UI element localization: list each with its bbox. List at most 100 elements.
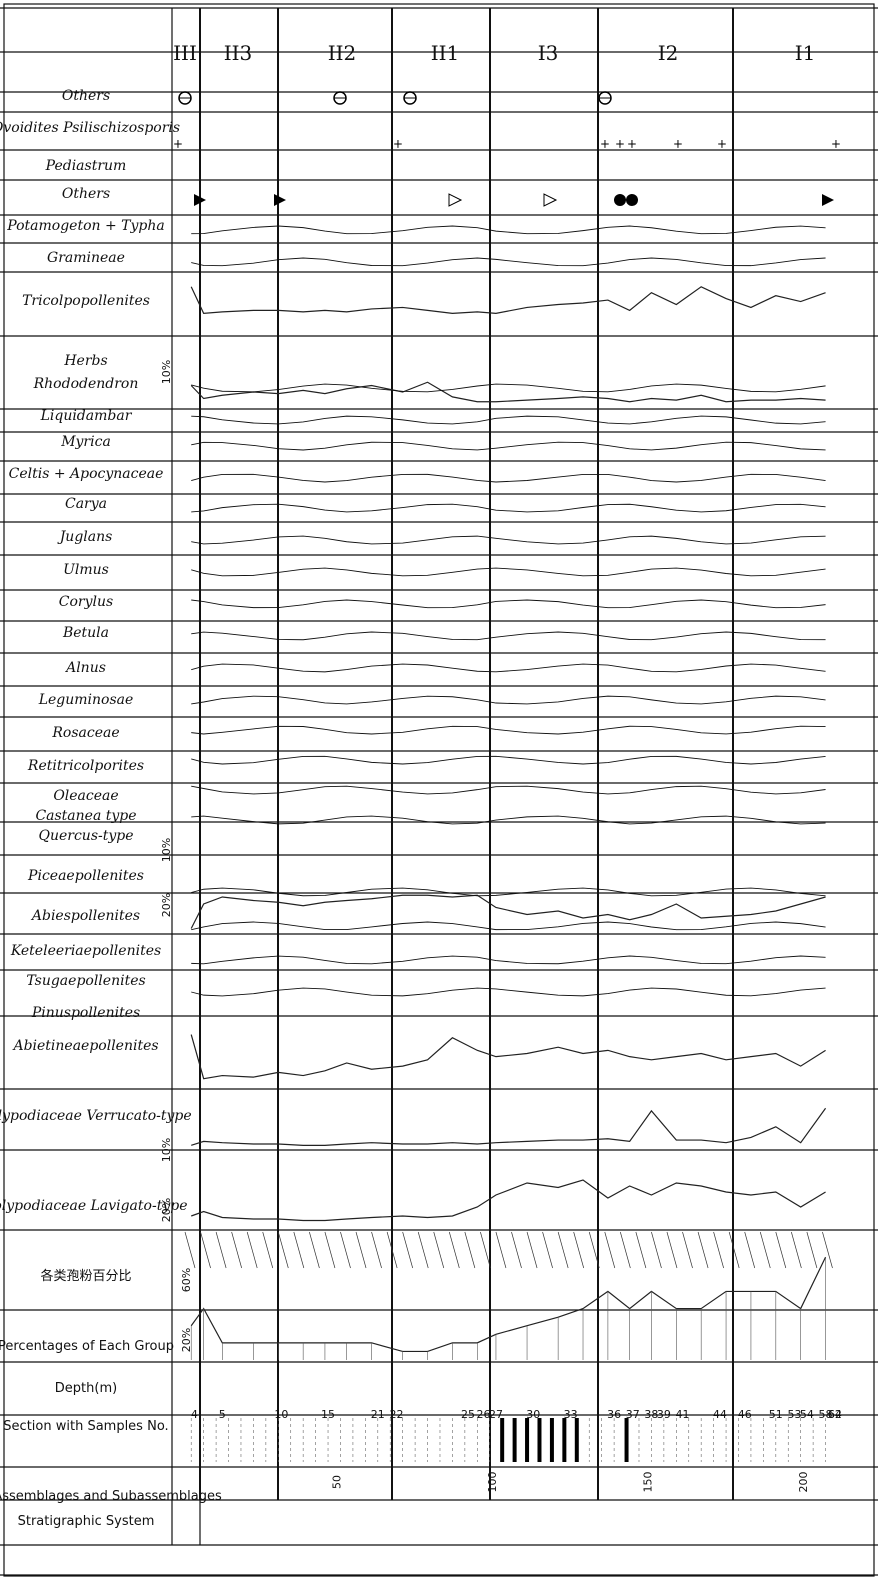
open-triangle-marker: [543, 193, 558, 207]
minor-curve: [191, 695, 826, 705]
depth-tick: 200: [797, 1472, 810, 1493]
symbol-marks: + + + + + + + +: [173, 91, 841, 207]
header-label: 各类孢粉百分比: [40, 1268, 131, 1284]
minor-curve: [191, 225, 826, 235]
hatch-line: [293, 1231, 305, 1269]
labels: III II3 II2 II1 I3 I2 I1 Polypodiaceae Lavigato…: [0, 41, 842, 1529]
zone-label: I2: [658, 41, 679, 65]
sample-number: 22: [389, 1408, 403, 1421]
taxon-label: Oleaceae: [53, 788, 118, 804]
depth-tick: 100: [486, 1472, 499, 1493]
sample-number: 25: [461, 1408, 475, 1421]
taxon-label: Others: [62, 88, 110, 104]
plus-marker: +: [831, 137, 841, 151]
taxon-label: Quercus-type: [38, 828, 133, 844]
hatch-line: [200, 1231, 211, 1269]
header-label: Depth(m): [55, 1381, 117, 1396]
sample-number: 41: [676, 1408, 690, 1421]
sample-number: 27: [489, 1408, 503, 1421]
hatch-line: [355, 1231, 367, 1269]
depth-tick: 150: [641, 1472, 654, 1493]
hatch-line: [324, 1231, 336, 1269]
minor-curve: [191, 887, 826, 897]
hatch-line: [775, 1231, 787, 1269]
hatch-line: [417, 1231, 429, 1269]
hatch-line: [433, 1231, 445, 1269]
minor-curve: [191, 383, 826, 393]
frame: [3, 3, 875, 1577]
taxon-label: Tricolpopollenites: [22, 293, 150, 309]
minor-curve: [191, 567, 826, 577]
taxon-label: Polypodiaceae Verrucato-type: [0, 1108, 192, 1124]
hatch-line: [713, 1231, 724, 1269]
sample-number: 62: [828, 1408, 842, 1421]
hatch-line: [557, 1231, 569, 1269]
header-label: Percentages of Each Group: [0, 1339, 174, 1354]
minor-curve: [191, 503, 826, 513]
hatch-line: [791, 1231, 802, 1269]
hatch-line: [619, 1231, 631, 1269]
scale-label: 20%: [160, 1198, 173, 1222]
triangle-marker: [194, 194, 206, 206]
minor-curve: [191, 955, 826, 965]
sample-number: 44: [713, 1408, 727, 1421]
zone-label: II3: [224, 41, 253, 65]
hatch-line: [728, 1231, 740, 1269]
hatch-line: [651, 1231, 662, 1269]
taxon-label: Potamogeton + Typha: [6, 218, 164, 234]
zone-label: III: [173, 41, 197, 65]
minor-curve: [191, 725, 826, 735]
hatch-line: [573, 1231, 585, 1269]
hatch-line: [822, 1231, 833, 1269]
hatch-line: [604, 1231, 616, 1269]
scale-label: 20%: [160, 893, 173, 917]
taxon-curve: [190, 894, 826, 929]
zone-label: I1: [795, 41, 816, 65]
taxon-label: Liquidambar: [40, 408, 133, 424]
taxon-label: Polypodiaceae Lavigato-type: [0, 1198, 187, 1214]
minor-curve: [191, 415, 826, 425]
plus-marker: +: [673, 137, 683, 151]
hatch-line: [402, 1231, 414, 1269]
zone-label: II1: [431, 41, 460, 65]
minor-curve: [191, 755, 826, 765]
header-label: Stratigraphic System: [18, 1514, 155, 1529]
hatch-line: [231, 1231, 242, 1269]
zone-label: II2: [328, 41, 357, 65]
taxon-label: Abiespollenites: [30, 908, 140, 924]
sample-number: 15: [321, 1408, 335, 1421]
taxon-curve: [190, 381, 826, 403]
scale-label: 10%: [160, 360, 173, 384]
taxon-label: Herbs: [63, 353, 107, 369]
taxon-label: Betula: [62, 625, 109, 641]
sample-number: 37: [626, 1408, 640, 1421]
taxa-curves: [190, 225, 827, 1222]
triangle-marker: [274, 194, 286, 206]
group-scale: 20%: [180, 1328, 193, 1352]
hatch-line: [371, 1231, 382, 1269]
minor-curve: [191, 535, 826, 545]
minor-curve: [191, 815, 826, 825]
sample-number: 53: [787, 1408, 801, 1421]
minor-curve: [191, 987, 826, 997]
taxon-label: Others: [62, 186, 110, 202]
hatch-line: [759, 1231, 771, 1269]
header-label: Section with Samples No.: [3, 1419, 168, 1434]
taxon-curve: [191, 1179, 826, 1222]
taxon-label: Pediastrum: [45, 158, 127, 174]
minor-curve: [191, 663, 826, 673]
open-triangle-marker: [448, 193, 463, 207]
hatch-line: [262, 1231, 274, 1269]
taxon-label: Tsugaepollenites: [26, 973, 145, 989]
minor-curve: [191, 785, 826, 795]
scale-label: 10%: [160, 838, 173, 862]
sample-number: 26: [477, 1408, 491, 1421]
hatch-line: [277, 1231, 289, 1269]
sample-number: 64: [828, 1408, 842, 1421]
plus-marker: +: [717, 137, 727, 151]
hatch-line: [184, 1231, 196, 1269]
zone-label: I3: [538, 41, 559, 65]
taxon-label: Gramineae: [47, 250, 125, 266]
filled-dot-marker: [626, 194, 638, 206]
section-lithology: [190, 1418, 826, 1462]
